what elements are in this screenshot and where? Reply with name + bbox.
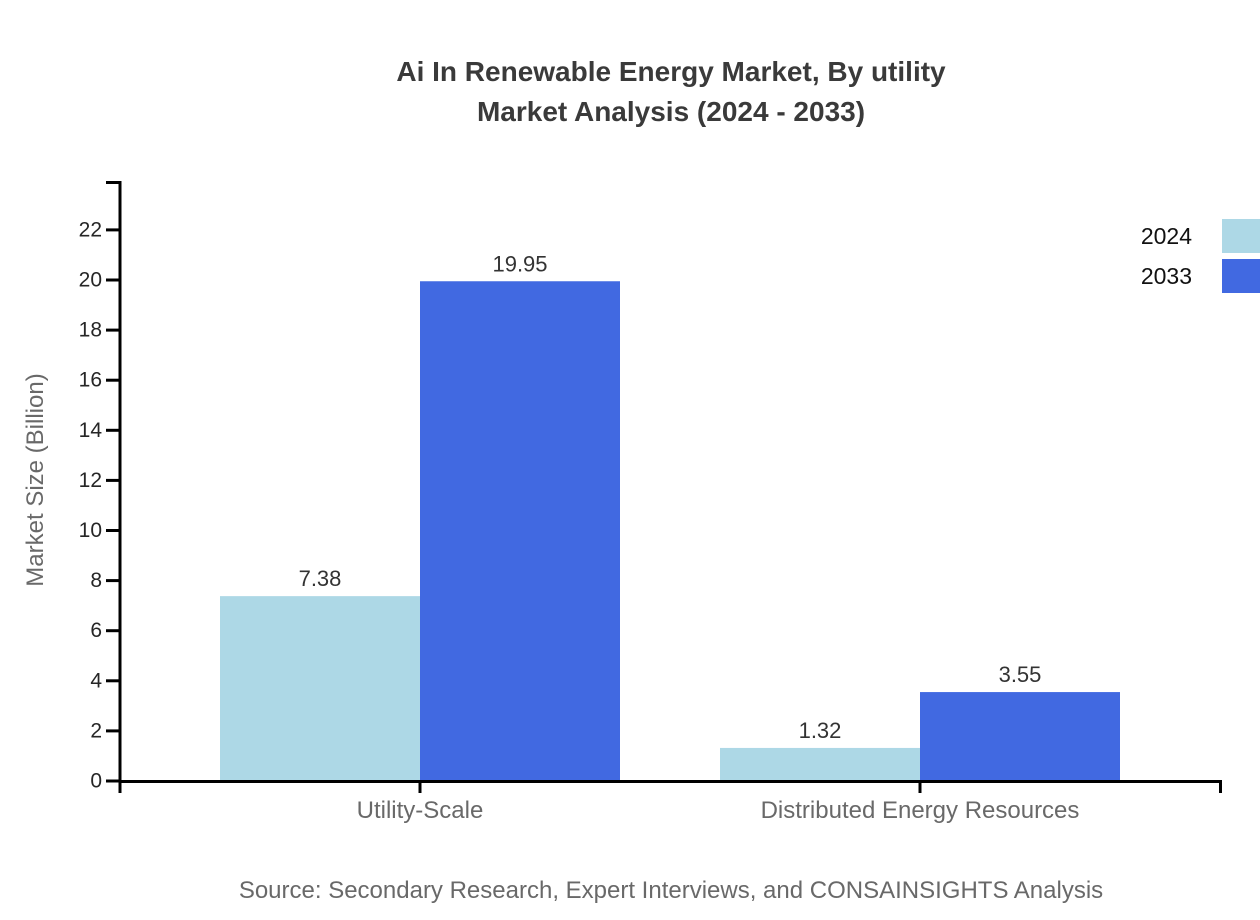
legend-item-2024: 2024 [1141,216,1260,256]
y-tick-label: 14 [79,419,103,442]
chart-legend: 2024 2033 [1141,216,1260,296]
bar-value-label: 1.32 [799,718,842,743]
y-tick-label: 0 [90,770,102,793]
y-tick-label: 10 [79,519,102,542]
legend-swatch-2024-icon [1222,219,1260,253]
bar-value-label: 7.38 [299,566,342,591]
legend-item-2033: 2033 [1141,256,1260,296]
y-tick-label: 4 [90,669,102,692]
category-label: Utility-Scale [357,797,484,824]
category-label: Distributed Energy Resources [761,797,1080,824]
chart-title: Ai In Renewable Energy Market, By utilit… [120,52,1222,132]
bar-value-label: 3.55 [999,662,1042,687]
y-tick-label: 8 [90,569,102,592]
y-tick-label: 20 [79,269,102,292]
legend-label-2033: 2033 [1140,262,1192,289]
bar-2033-1 [920,692,1120,781]
bar-2033-0 [420,281,620,781]
legend-swatch-2033-icon [1222,259,1260,293]
bar-2024-0 [220,596,420,781]
source-attribution: Source: Secondary Research, Expert Inter… [238,877,1104,904]
bar-2024-1 [720,747,920,781]
y-tick-label: 22 [79,218,102,241]
chart-title-line1: Ai In Renewable Energy Market, By utilit… [396,56,946,87]
chart-title-line2: Market Analysis (2024 - 2033) [476,96,866,127]
y-tick-label: 2 [90,719,102,742]
y-tick-label: 16 [79,369,102,392]
y-tick-label: 6 [90,619,102,642]
y-tick-label: 18 [79,319,102,342]
y-tick-label: 12 [79,469,102,492]
legend-label-2024: 2024 [1140,222,1192,249]
bar-value-label: 19.95 [492,251,547,276]
